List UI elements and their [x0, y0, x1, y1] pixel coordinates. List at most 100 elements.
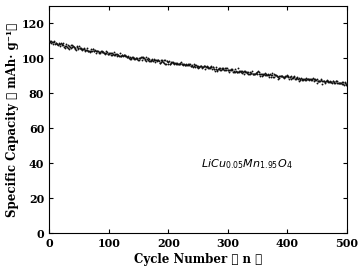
Point — [233, 68, 239, 73]
Point — [275, 75, 281, 79]
Point — [300, 78, 306, 82]
Point — [157, 61, 162, 65]
Point — [91, 49, 97, 53]
Point — [55, 43, 61, 47]
Point — [293, 77, 298, 82]
Point — [246, 72, 252, 76]
Point — [303, 78, 309, 82]
Point — [121, 53, 127, 57]
Point — [157, 60, 163, 65]
Point — [322, 81, 328, 85]
Point — [312, 78, 318, 83]
Point — [219, 66, 225, 71]
Point — [158, 59, 164, 64]
Point — [224, 66, 230, 70]
Point — [278, 74, 284, 79]
Point — [250, 72, 256, 77]
Point — [155, 57, 161, 62]
Point — [337, 81, 343, 85]
Point — [202, 67, 208, 71]
Point — [304, 77, 310, 81]
Point — [139, 58, 145, 62]
Point — [102, 51, 107, 55]
Point — [217, 68, 223, 72]
Point — [115, 53, 121, 57]
Point — [247, 70, 253, 74]
Point — [186, 62, 192, 66]
Point — [226, 68, 232, 72]
Point — [167, 62, 173, 66]
Point — [62, 44, 67, 48]
Point — [124, 55, 130, 59]
Point — [262, 73, 268, 77]
Point — [67, 46, 72, 51]
Point — [185, 61, 190, 66]
Point — [176, 61, 182, 66]
Point — [83, 49, 88, 54]
Point — [237, 69, 243, 73]
Point — [276, 77, 281, 81]
Point — [204, 65, 210, 69]
Point — [272, 73, 278, 77]
Point — [143, 55, 149, 59]
Point — [211, 67, 217, 71]
Point — [170, 60, 175, 64]
Point — [198, 63, 204, 68]
Point — [278, 73, 284, 78]
Point — [115, 52, 120, 57]
Point — [176, 62, 182, 66]
Point — [194, 64, 199, 69]
Point — [97, 50, 103, 55]
Point — [284, 74, 290, 78]
Point — [333, 79, 339, 84]
Point — [171, 61, 177, 65]
Point — [330, 79, 336, 83]
Point — [241, 69, 247, 73]
Point — [60, 43, 66, 47]
Point — [323, 78, 329, 83]
Point — [76, 46, 82, 50]
Point — [193, 62, 199, 67]
Point — [300, 77, 306, 81]
Point — [82, 48, 88, 52]
Point — [216, 67, 222, 71]
Point — [125, 55, 131, 59]
Point — [214, 68, 220, 73]
Point — [67, 45, 73, 49]
Point — [343, 81, 349, 86]
Point — [177, 61, 183, 65]
Point — [53, 41, 59, 45]
Point — [306, 77, 312, 81]
Point — [269, 71, 275, 75]
Point — [105, 51, 111, 56]
Point — [110, 50, 115, 55]
Point — [222, 66, 228, 71]
Point — [114, 54, 120, 58]
Point — [310, 75, 316, 80]
Point — [265, 72, 270, 77]
Point — [101, 51, 107, 55]
Point — [178, 60, 184, 64]
Point — [144, 57, 150, 61]
Point — [248, 71, 254, 75]
Point — [220, 67, 226, 72]
Point — [280, 73, 285, 78]
Point — [181, 62, 186, 66]
Point — [223, 66, 229, 70]
Point — [221, 66, 226, 70]
Point — [268, 75, 273, 79]
Point — [108, 51, 114, 55]
Point — [75, 46, 81, 50]
Point — [305, 77, 311, 81]
Point — [74, 43, 80, 48]
Point — [86, 49, 92, 53]
Point — [146, 57, 152, 61]
Point — [307, 77, 313, 81]
Point — [180, 63, 186, 67]
Point — [179, 62, 185, 66]
Point — [60, 41, 66, 45]
Point — [342, 80, 348, 85]
Point — [294, 76, 300, 81]
Point — [104, 50, 110, 54]
Point — [295, 77, 301, 81]
